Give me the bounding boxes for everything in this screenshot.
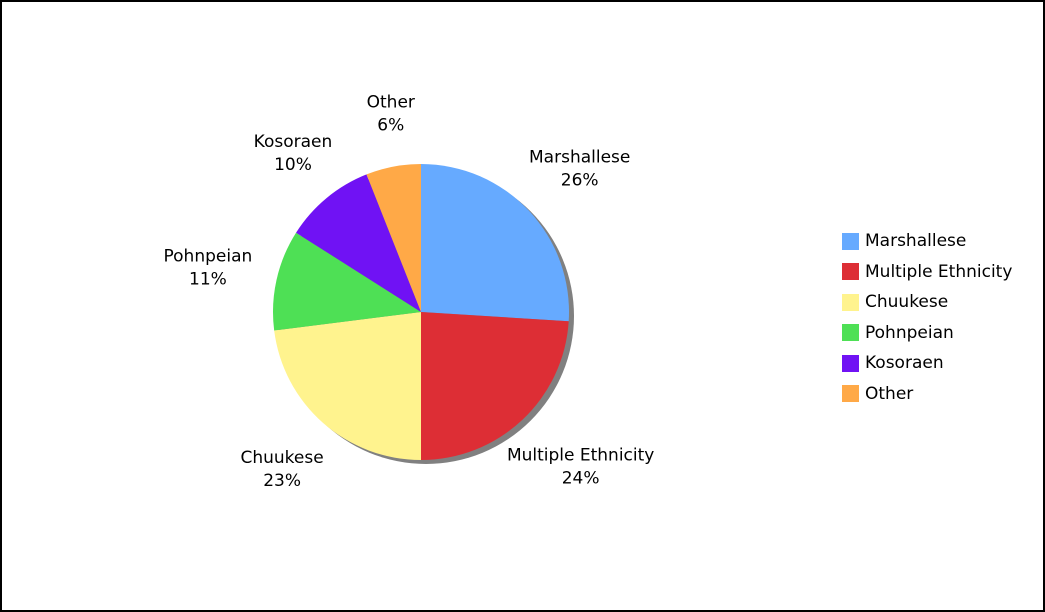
slice-label-name: Marshallese (529, 147, 630, 167)
pie-labels-layer: Marshallese 26% Multiple Ethnicity 24% Chuuk… (164, 93, 655, 491)
legend-item-marshallese: Marshallese (842, 226, 1012, 257)
legend-label: Pohnpeian (865, 322, 954, 343)
slice-label-name: Pohnpeian (164, 246, 253, 266)
legend-item-multiple-ethnicity: Multiple Ethnicity (842, 257, 1012, 288)
slice-label-percent: 23% (263, 471, 301, 491)
pie-slice-multiple-ethnicity (421, 312, 569, 460)
legend-item-kosoraen: Kosoraen (842, 348, 1012, 379)
pie-slice-kosoraen (296, 174, 421, 312)
slice-label-name: Multiple Ethnicity (507, 446, 654, 466)
slice-label-pohnpeian: Pohnpeian 11% (164, 246, 253, 289)
slice-label-name: Other (367, 93, 415, 113)
pie-slice-marshallese (421, 164, 569, 322)
legend-label: Marshallese (865, 231, 967, 252)
slice-label-percent: 24% (562, 469, 600, 489)
slice-label-percent: 11% (189, 269, 227, 289)
pie-slice-pohnpeian (272, 232, 421, 331)
slice-label-marshallese: Marshallese 26% (529, 147, 630, 190)
pie-slice-other (366, 164, 421, 312)
pie-slice-chuukese (274, 312, 421, 460)
slice-label-kosoraen: Kosoraen 10% (254, 132, 333, 175)
legend-label: Kosoraen (865, 353, 944, 374)
slice-label-multiple-ethnicity: Multiple Ethnicity 24% (507, 446, 654, 489)
legend-swatch (842, 232, 859, 250)
chart-legend: Marshallese Multiple Ethnicity Chuukese Poh… (842, 226, 1012, 409)
legend-item-chuukese: Chuukese (842, 287, 1012, 318)
slice-label-percent: 6% (377, 116, 404, 136)
legend-item-pohnpeian: Pohnpeian (842, 318, 1012, 349)
slice-label-other: Other 6% (367, 93, 415, 136)
slice-label-name: Chuukese (240, 448, 323, 468)
legend-label: Chuukese (865, 292, 949, 313)
legend-item-other: Other (842, 379, 1012, 410)
slice-label-percent: 26% (561, 170, 599, 190)
pie-slices-layer (272, 164, 569, 460)
legend-swatch (842, 385, 859, 403)
legend-swatch (842, 293, 859, 311)
legend-swatch (842, 263, 859, 281)
slice-label-percent: 10% (274, 155, 312, 175)
slice-label-chuukese: Chuukese 23% (240, 448, 323, 491)
legend-swatch (842, 324, 859, 342)
legend-swatch (842, 354, 859, 372)
slice-label-name: Kosoraen (254, 132, 333, 152)
legend-label: Other (865, 383, 914, 404)
legend-label: Multiple Ethnicity (865, 261, 1013, 282)
